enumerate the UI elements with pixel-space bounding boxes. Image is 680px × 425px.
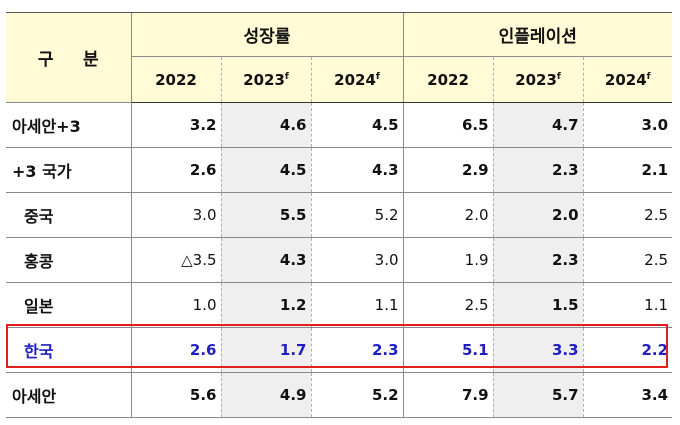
cell: 5.5 [220,192,311,238]
table-row: +3 국가 2.6 4.5 4.3 2.9 2.3 2.1 [6,147,673,193]
corner-header: 구 분 [6,12,131,103]
cell: 3.0 [582,102,673,148]
year-header-growth-2024: 2024f [310,56,404,103]
year-header-inflation-2024: 2024f [582,56,673,103]
row-label: +3 국가 [6,147,131,193]
cell: 4.9 [220,372,311,418]
row-label: 중국 [6,192,131,238]
cell: 2.6 [130,327,221,373]
cell: 5.2 [310,372,404,418]
row-label: 한국 [6,327,131,373]
cell: 2.5 [402,282,494,328]
cell: 2.3 [492,147,584,193]
corner-header-1: 구 [37,50,54,70]
cell: 1.1 [310,282,404,328]
cell: 4.3 [310,147,404,193]
cell: 3.4 [582,372,673,418]
economic-outlook-table: 구 분 성장률 인플레이션 2022 2023f 2024f 2022 2023… [6,12,673,418]
cell: 2.1 [582,147,673,193]
cell: 1.0 [130,282,221,328]
cell: 5.1 [402,327,494,373]
cell: 3.2 [130,102,221,148]
cell: 2.5 [582,237,673,283]
table-row: 아세안+3 3.2 4.6 4.5 6.5 4.7 3.0 [6,102,673,148]
cell: 4.3 [220,237,311,283]
cell: 2.5 [582,192,673,238]
cell: 1.7 [220,327,311,373]
cell: 2.0 [402,192,494,238]
cell: 3.0 [310,237,404,283]
year-header-growth-2023: 2023f [220,56,311,103]
table-row-highlighted: 한국 2.6 1.7 2.3 5.1 3.3 2.2 [6,327,673,373]
row-label: 일본 [6,282,131,328]
cell: 5.6 [130,372,221,418]
table-row: 아세안 5.6 4.9 5.2 7.9 5.7 3.4 [6,372,673,418]
table-row: 중국 3.0 5.5 5.2 2.0 2.0 2.5 [6,192,673,238]
cell: 2.9 [402,147,494,193]
cell: 2.3 [492,237,584,283]
year-header-growth-2022: 2022 [130,56,221,103]
cell: △3.5 [130,237,221,283]
table-row: 일본 1.0 1.2 1.1 2.5 1.5 1.1 [6,282,673,328]
table-row: 홍콩 △3.5 4.3 3.0 1.9 2.3 2.5 [6,237,673,283]
cell: 3.0 [130,192,221,238]
row-label: 아세안+3 [6,102,131,148]
cell: 4.7 [492,102,584,148]
cell: 2.6 [130,147,221,193]
cell: 2.2 [582,327,673,373]
corner-header-2: 분 [83,50,99,70]
cell: 2.0 [492,192,584,238]
cell: 5.7 [492,372,584,418]
row-label: 아세안 [6,372,131,418]
cell: 3.3 [492,327,584,373]
cell: 4.5 [310,102,404,148]
cell: 7.9 [402,372,494,418]
row-label: 홍콩 [6,237,131,283]
cell: 4.6 [220,102,311,148]
year-header-inflation-2023: 2023f [492,56,584,103]
cell: 1.1 [582,282,673,328]
group-header-growth: 성장률 [130,12,404,57]
cell: 1.5 [492,282,584,328]
cell: 4.5 [220,147,311,193]
cell: 5.2 [310,192,404,238]
cell: 2.3 [310,327,404,373]
cell: 1.9 [402,237,494,283]
cell: 6.5 [402,102,494,148]
year-header-inflation-2022: 2022 [402,56,494,103]
group-header-inflation: 인플레이션 [402,12,673,57]
cell: 1.2 [220,282,311,328]
